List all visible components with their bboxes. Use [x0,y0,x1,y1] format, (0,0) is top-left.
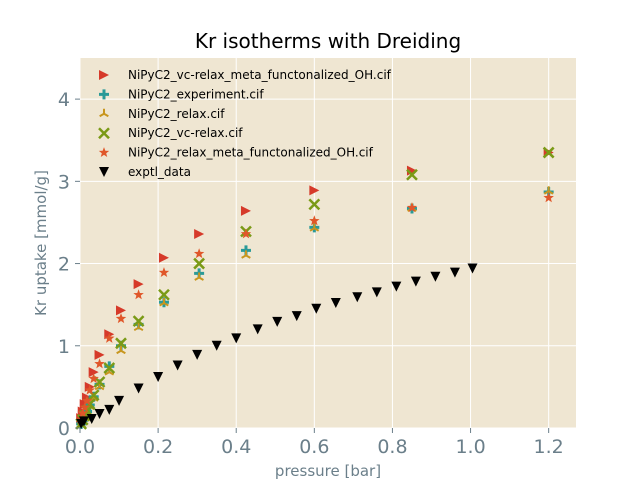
legend: NiPyC2_vc-relax_meta_functonalized_OH.ci… [98,68,392,179]
y-tick-label: 0 [58,418,70,440]
data-point [88,373,99,384]
data-point [430,271,441,282]
data-point [94,409,105,420]
data-point [193,248,205,259]
data-point [116,305,127,316]
legend-label: NiPyC2_experiment.cif [128,87,264,101]
data-point [309,223,320,232]
data-point [133,322,144,332]
plot-background [80,58,576,428]
data-point [133,383,144,394]
legend-label: NiPyC2_relax.cif [128,107,225,121]
data-point [133,289,144,300]
legend-marker [99,108,109,118]
data-point [330,298,341,309]
data-point [352,292,363,303]
data-point [371,287,382,298]
data-point [391,281,402,292]
data-point [103,362,116,374]
y-axis-label: Kr uptake [mmol/g] [32,170,50,316]
data-point [231,333,242,344]
legend-label: NiPyC2_vc-relax.cif [128,126,243,140]
data-series [75,146,555,430]
x-tick-label: 0.0 [65,436,95,458]
legend-marker [98,127,110,140]
legend-label: exptl_data [128,165,191,179]
data-point [158,267,170,278]
axis-ticks: 0.0 0.2 0.4 0.6 0.8 1.0 1.2 0 1 2 3 4 [58,89,564,458]
x-tick-label: 1.0 [455,436,485,458]
data-point [542,146,555,159]
x-tick-label: 0.8 [377,436,407,458]
data-point [467,263,478,274]
x-tick-label: 0.2 [143,436,173,458]
data-point [158,252,169,263]
data-point [94,358,105,369]
data-point [309,185,320,196]
data-point [406,168,418,181]
data-point [86,413,97,424]
y-tick-label: 3 [58,171,70,193]
legend-marker [99,70,109,80]
data-point [158,288,170,301]
legend-label: NiPyC2_vc-relax_meta_functonalized_OH.ci… [128,68,392,82]
data-point [133,279,144,290]
data-point [241,250,251,259]
x-tick-label: 0.6 [299,436,329,458]
y-tick-label: 4 [58,89,70,111]
data-point [406,202,418,213]
data-point [291,311,302,322]
data-point [240,228,252,239]
data-point [78,416,89,427]
data-point [114,395,125,406]
legend-label: NiPyC2_relax_meta_functonalized_OH.cif [128,146,374,160]
data-point [88,367,99,378]
data-point [252,324,263,335]
data-point [194,228,205,239]
data-point [115,313,127,324]
data-point [240,205,251,216]
data-point [193,257,206,270]
data-point [81,395,93,406]
data-point [115,337,127,350]
data-point [172,360,183,371]
y-tick-label: 2 [58,254,70,276]
data-point [194,272,204,281]
data-point [543,192,554,203]
data-point [77,407,88,418]
data-point [410,276,421,287]
data-point [308,198,321,211]
data-point [132,315,145,327]
data-point [192,349,203,360]
data-point [159,298,169,307]
data-point [211,340,222,351]
data-point [153,372,164,383]
legend-marker [99,89,109,100]
data-point [309,215,320,226]
data-point [84,384,95,395]
data-point [79,401,90,412]
data-point [543,186,554,195]
legend-marker [99,167,109,177]
x-tick-label: 1.2 [534,436,564,458]
series-5 [76,263,478,429]
data-point [94,349,105,360]
data-point [104,404,115,415]
data-point [311,303,322,314]
data-point [449,267,460,278]
legend-marker [98,147,110,158]
data-point [116,345,126,355]
grid-lines [79,58,576,429]
chart-title: Kr isotherms with Dreiding [195,29,461,53]
y-tick-label: 1 [58,336,70,358]
x-axis-label: pressure [bar] [275,462,381,480]
x-tick-label: 0.4 [221,436,251,458]
data-point [272,316,283,327]
data-point [104,332,115,343]
